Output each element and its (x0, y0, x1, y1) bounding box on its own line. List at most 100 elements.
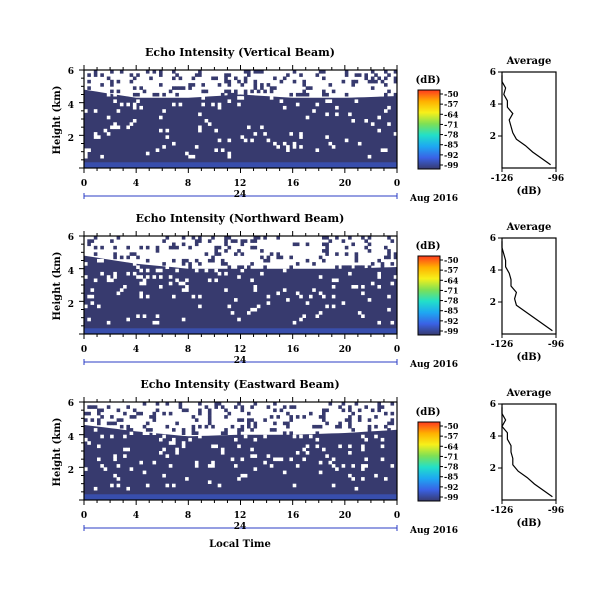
no-echo-cell (269, 464, 274, 468)
no-echo-cell (113, 125, 117, 130)
no-echo-cell (207, 464, 212, 468)
echo-cell (165, 236, 170, 240)
echo-cell (305, 242, 310, 247)
no-echo-cell (309, 294, 313, 299)
no-echo-cell (279, 99, 284, 103)
echo-cell (341, 79, 346, 84)
no-echo-cell (165, 454, 170, 458)
echo-cell (318, 415, 323, 419)
near-surface-echo (84, 162, 397, 168)
echo-cell (175, 245, 179, 250)
no-echo-cell (136, 99, 140, 103)
no-echo-cell (159, 275, 163, 279)
colorbar-gradient (417, 89, 441, 170)
no-echo-cell (162, 447, 166, 452)
echo-cell (240, 418, 245, 422)
average-x-tick-label: -126 (491, 506, 514, 516)
echo-cell (393, 255, 398, 260)
echo-cell (110, 239, 114, 243)
echo-cell (384, 92, 388, 97)
no-echo-cell (185, 477, 189, 481)
echo-cell (390, 402, 395, 406)
echo-cell (374, 73, 378, 77)
echo-cell (335, 252, 339, 256)
echo-cell (253, 70, 258, 74)
no-echo-cell (84, 437, 88, 442)
no-echo-cell (286, 298, 290, 302)
echo-cell (380, 405, 385, 409)
echo-cell (266, 83, 271, 87)
echo-cell (227, 83, 232, 87)
echo-cell (220, 431, 225, 435)
echo-cell (194, 242, 199, 247)
x-tick-label: 0 (81, 511, 87, 521)
no-echo-cell (214, 268, 218, 273)
x-tick-label: 0 (81, 179, 87, 189)
no-echo-cell (142, 281, 147, 286)
no-echo-cell (142, 314, 147, 318)
time-scale-label: 24 (234, 356, 247, 366)
near-surface-echo (84, 494, 397, 500)
echo-cell (175, 86, 179, 90)
echo-cell (191, 415, 196, 419)
echo-cell (181, 236, 186, 240)
echo-cell (370, 408, 375, 413)
no-echo-cell (331, 457, 336, 462)
no-echo-cell (380, 444, 385, 449)
no-echo-cell (253, 288, 258, 292)
echo-cell (188, 262, 192, 266)
no-echo-cell (84, 151, 88, 156)
no-echo-cell (159, 437, 163, 442)
no-echo-cell (175, 447, 179, 452)
echo-cell (302, 79, 306, 84)
no-echo-cell (139, 268, 143, 273)
no-echo-cell (237, 477, 241, 481)
no-echo-cell (172, 437, 176, 442)
average-y-tick-label: 6 (490, 400, 496, 410)
echo-cell (289, 405, 293, 409)
echo-cell (214, 245, 218, 250)
no-echo-cell (191, 294, 196, 299)
average-x-tick-label: -126 (491, 174, 514, 184)
echo-cell (240, 83, 245, 87)
no-echo-cell (390, 464, 395, 468)
no-echo-cell (282, 105, 287, 110)
no-echo-cell (292, 483, 297, 488)
echo-cell (234, 239, 238, 243)
no-echo-cell (87, 441, 91, 445)
average-y-tick-label: 4 (490, 266, 496, 276)
y-tick-label: 6 (68, 399, 74, 409)
echo-cell (110, 415, 114, 419)
echo-cell (155, 402, 160, 406)
no-echo-cell (305, 444, 310, 449)
no-echo-cell (106, 115, 111, 120)
y-tick-label: 2 (68, 134, 74, 144)
no-echo-cell (374, 434, 378, 439)
heatmap-title: Echo Intensity (Vertical Beam) (145, 46, 335, 59)
no-echo-cell (227, 138, 232, 143)
echo-cell (302, 92, 306, 97)
no-echo-cell (84, 304, 88, 309)
echo-cell (155, 245, 160, 250)
echo-cell (351, 411, 355, 416)
echo-cell (351, 79, 355, 84)
echo-cell (302, 83, 306, 87)
no-echo-cell (230, 457, 235, 462)
colorbar-tick-label: -57 (444, 265, 458, 275)
echo-cell (282, 431, 287, 435)
no-echo-cell (172, 294, 176, 299)
date-label: Aug 2016 (409, 194, 458, 204)
no-echo-cell (354, 486, 359, 491)
near-surface-echo (84, 328, 397, 334)
echo-cell (155, 249, 160, 253)
echo-cell (357, 265, 362, 269)
echo-cell (155, 92, 160, 97)
echo-cell (325, 245, 329, 250)
echo-cell (247, 73, 251, 77)
time-scale-bar: 24 (83, 190, 398, 200)
echo-cell (100, 73, 104, 77)
no-echo-cell (119, 288, 124, 292)
echo-cell (234, 76, 238, 81)
no-echo-cell (178, 281, 183, 286)
echo-cell (175, 421, 179, 426)
